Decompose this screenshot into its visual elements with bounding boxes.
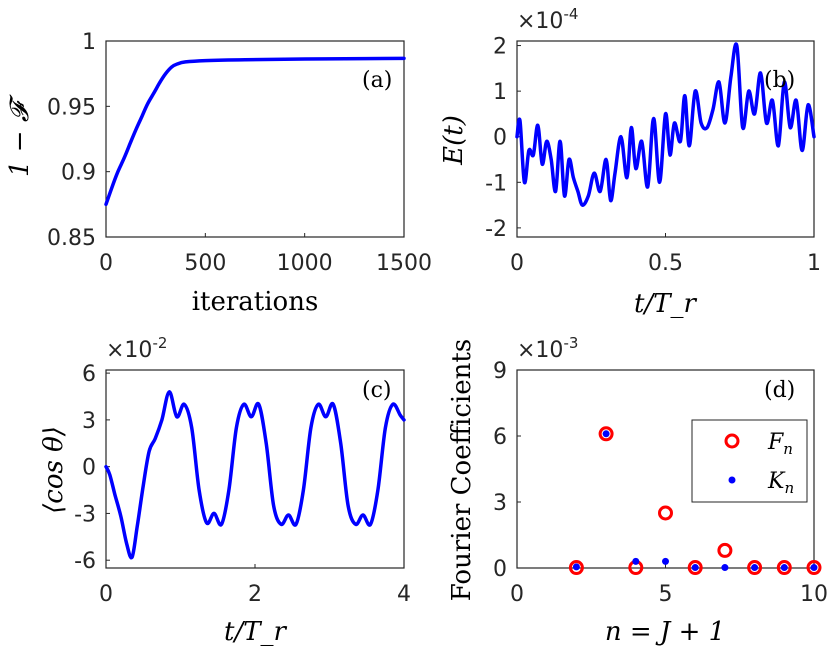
panel-c-xlabel: t/T_r <box>224 617 288 647</box>
panel-b: 0 0.5 1 -2 -1 0 1 2 ×10-4 (b) t/T_r E(t) <box>439 5 821 319</box>
y-tick-label: 3 <box>493 491 507 516</box>
panel-b-ylabel: E(t) <box>439 115 469 166</box>
x-tick-label: 0 <box>99 582 113 607</box>
fn-point <box>776 560 792 576</box>
y-tick-label: 3 <box>82 409 96 434</box>
panel-d-legend: Fn Kn <box>691 419 808 503</box>
x-tick-label: 0 <box>99 251 113 276</box>
x-tick-label: 1500 <box>376 251 432 276</box>
y-tick-label: -3 <box>74 502 96 527</box>
panel-d-marks <box>568 426 822 576</box>
x-tick-label: 10 <box>800 582 828 607</box>
y-tick-label: 6 <box>493 425 507 450</box>
legend-label-fn: Fn <box>767 430 793 458</box>
panel-d-ylabel: Fourier Coefficients <box>447 339 477 601</box>
panel-d: 0 5 10 0 3 6 9 ×10-3 (d) n = J + 1 Fourier Coe… <box>447 334 828 647</box>
panel-b-xlabel: t/T_r <box>634 289 698 319</box>
panel-a-ylabel: 1 − 𝓕 <box>5 94 35 177</box>
legend-box <box>691 419 808 503</box>
y-tick-label: 0.9 <box>61 161 96 186</box>
y-tick-label: 0 <box>82 456 96 481</box>
panel-c-tag: (c) <box>362 378 392 403</box>
panel-b-tag: (b) <box>764 68 795 93</box>
y-tick-label: -2 <box>485 217 507 242</box>
legend-marker-fn <box>724 433 740 449</box>
panel-c: 0 2 4 -6 -3 0 3 6 ×10-2 (c) t/T_r ⟨cos θ⟩ <box>39 334 411 647</box>
fn-point <box>717 542 733 558</box>
panel-c-series-line <box>104 390 406 560</box>
fn-point <box>568 560 584 576</box>
kn-point <box>662 557 669 565</box>
x-tick-label: 1000 <box>277 251 333 276</box>
fn-point <box>806 560 822 576</box>
panel-a-xlabel: iterations <box>192 287 319 317</box>
x-tick-label: 0 <box>510 582 524 607</box>
panel-a-series-line <box>104 56 406 207</box>
x-tick-label: 4 <box>397 582 411 607</box>
fn-point <box>658 505 673 521</box>
fn-point <box>687 560 703 576</box>
kn-point <box>572 563 580 571</box>
x-tick-label: 1 <box>807 251 821 276</box>
kn-point <box>751 564 759 572</box>
panel-d-ticks: 0 5 10 0 3 6 9 <box>493 359 828 607</box>
y-tick-label: -6 <box>74 549 96 574</box>
panel-d-xlabel: n = J + 1 <box>605 617 725 647</box>
kn-point <box>602 430 610 438</box>
y-tick-label: 1 <box>82 30 96 55</box>
panel-b-series-line <box>515 42 816 207</box>
fn-point <box>598 426 614 442</box>
x-tick-label: 500 <box>184 251 226 276</box>
kn-point <box>691 564 699 572</box>
fn-point <box>747 560 763 576</box>
panel-c-ticks: 0 2 4 -6 -3 0 3 6 <box>74 362 411 607</box>
panel-c-ylabel: ⟨cos θ⟩ <box>39 426 69 514</box>
y-tick-label: 0.95 <box>47 95 96 120</box>
panel-b-multiplier: ×10-4 <box>517 5 578 34</box>
panel-d-tag: (d) <box>764 378 795 403</box>
panel-a-tag: (a) <box>362 68 392 93</box>
panel-c-multiplier: ×10-2 <box>106 334 167 363</box>
y-tick-label: 0 <box>493 126 507 151</box>
y-tick-label: -1 <box>485 171 507 196</box>
panel-a-ticks: 0 500 1000 1500 0.85 0.9 0.95 1 <box>47 30 432 276</box>
x-tick-label: 0.5 <box>648 251 683 276</box>
y-tick-label: 2 <box>493 35 507 60</box>
y-tick-label: 0 <box>493 557 507 582</box>
x-tick-label: 0 <box>510 251 524 276</box>
kn-point <box>780 564 788 572</box>
x-tick-label: 5 <box>659 582 673 607</box>
kn-point <box>721 564 729 572</box>
kn-point <box>810 564 818 572</box>
y-tick-label: 6 <box>82 362 96 387</box>
legend-marker-kn <box>728 476 736 484</box>
y-tick-label: 9 <box>493 359 507 384</box>
kn-point <box>632 557 640 565</box>
y-tick-label: 0.85 <box>47 226 96 251</box>
panel-d-multiplier: ×10-3 <box>517 334 578 363</box>
panel-b-ticks: 0 0.5 1 -2 -1 0 1 2 <box>485 35 821 276</box>
panel-c-frame <box>105 369 405 569</box>
x-tick-label: 2 <box>248 582 262 607</box>
y-tick-label: 1 <box>493 80 507 105</box>
panel-a-frame <box>105 40 405 238</box>
